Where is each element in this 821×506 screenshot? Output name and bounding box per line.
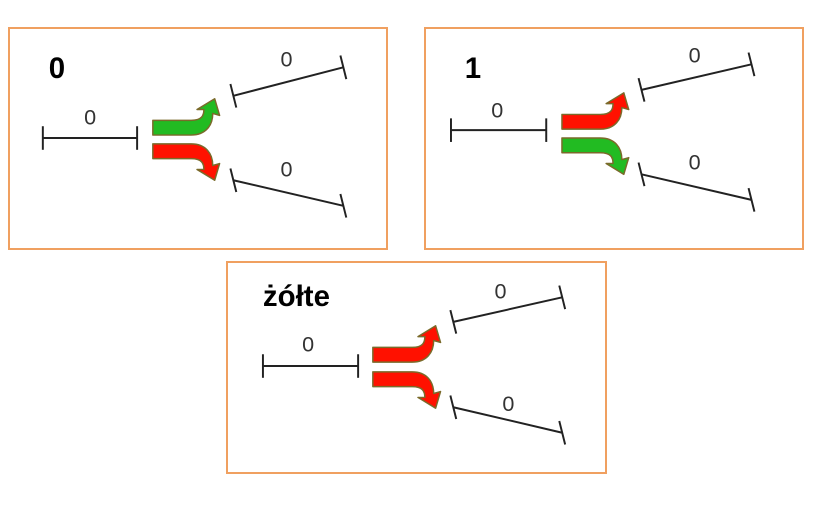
upper-arrow-icon (152, 97, 221, 136)
switch-diagram-1: 1 0 0 0 (449, 42, 756, 212)
state-label: 0 (49, 52, 65, 85)
incoming-track-label: 0 (302, 331, 314, 356)
lower-track-label: 0 (502, 391, 514, 416)
upper-track (637, 52, 756, 102)
lower-track (229, 168, 348, 218)
switch-panel-state-0: 0 0 0 0 (8, 27, 388, 250)
upper-arrow-icon (561, 92, 630, 130)
incoming-track (261, 354, 360, 378)
incoming-track-label: 0 (491, 97, 503, 122)
upper-track (449, 285, 567, 334)
switch-diagram-2: żółte 0 0 0 (261, 278, 567, 445)
state-label: żółte (263, 280, 330, 313)
state-label: 1 (465, 52, 481, 85)
upper-track-label: 0 (495, 278, 507, 303)
lower-track (637, 162, 756, 212)
lower-track-label: 0 (280, 156, 292, 181)
lower-track (449, 395, 567, 445)
upper-track-label: 0 (689, 42, 701, 67)
switch-panel-state-1: 1 0 0 0 (424, 27, 804, 250)
incoming-track (449, 118, 548, 142)
lower-arrow-icon (561, 137, 630, 176)
switch-diagram-0: 0 0 0 0 (41, 46, 348, 218)
lower-arrow-icon (152, 143, 221, 181)
upper-arrow-icon (372, 325, 442, 363)
lower-track-label: 0 (689, 149, 701, 174)
lower-arrow-icon (372, 371, 442, 409)
incoming-track-label: 0 (84, 104, 96, 129)
upper-track (229, 55, 348, 108)
upper-track-label: 0 (280, 46, 292, 71)
switch-panel-state-yellow: żółte 0 0 0 (226, 261, 607, 474)
incoming-track (41, 126, 139, 150)
